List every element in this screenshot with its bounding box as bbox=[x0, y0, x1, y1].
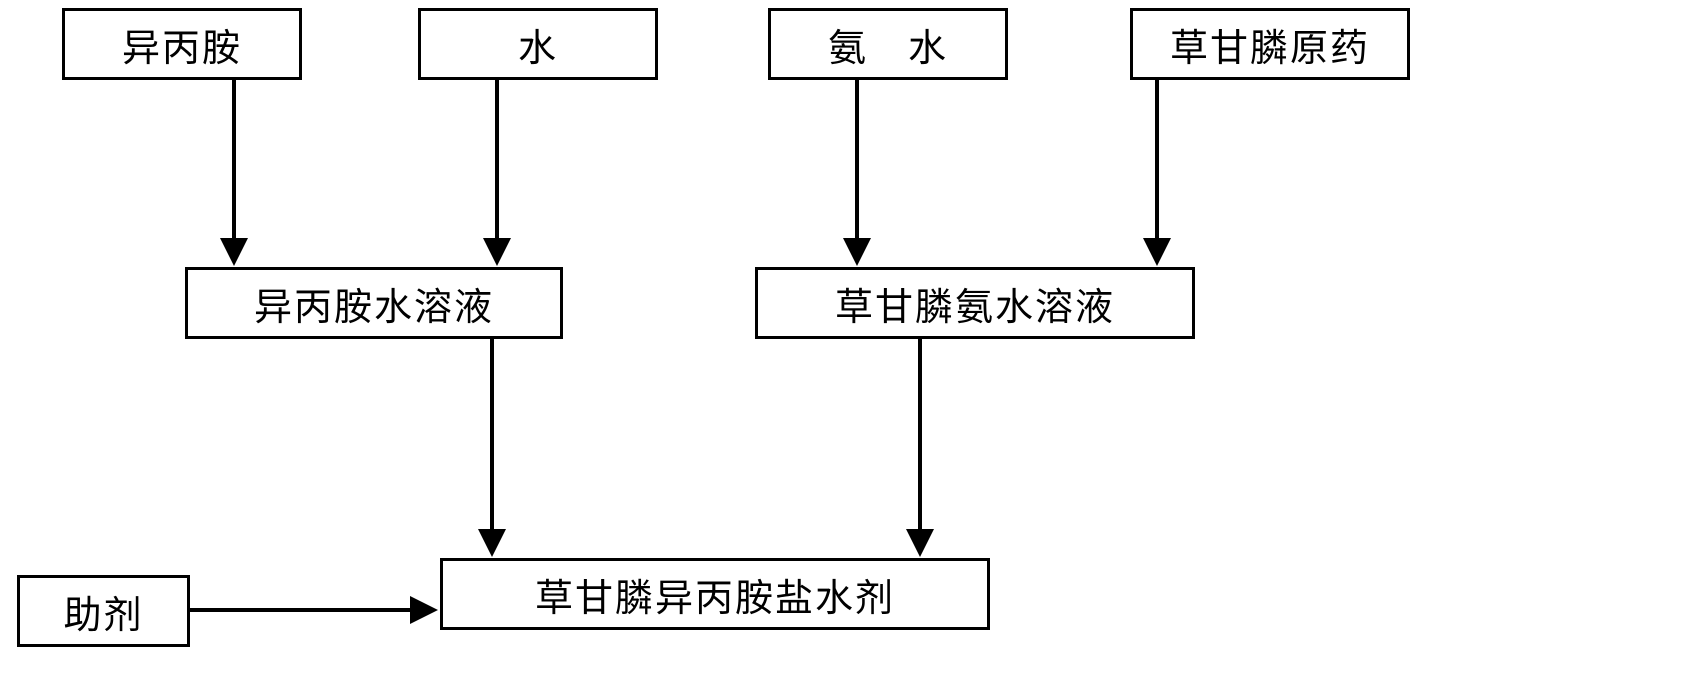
node-label: 草甘膦异丙胺盐水剂 bbox=[535, 567, 895, 622]
edge-n7-n8 bbox=[190, 608, 412, 612]
arrowhead-icon bbox=[1143, 238, 1171, 266]
node-label: 水 bbox=[518, 17, 558, 72]
edge-n3-n6 bbox=[855, 80, 859, 240]
node-water: 水 bbox=[418, 8, 658, 80]
node-isopropylamine: 异丙胺 bbox=[62, 8, 302, 80]
edge-n2-n5 bbox=[495, 80, 499, 240]
node-ipa-solution: 异丙胺水溶液 bbox=[185, 267, 563, 339]
node-label: 助剂 bbox=[63, 584, 143, 639]
arrowhead-icon bbox=[220, 238, 248, 266]
node-glyphosate-raw: 草甘膦原药 bbox=[1130, 8, 1410, 80]
arrowhead-icon bbox=[483, 238, 511, 266]
node-label: 草甘膦原药 bbox=[1170, 17, 1370, 72]
arrowhead-icon bbox=[478, 529, 506, 557]
arrowhead-icon bbox=[843, 238, 871, 266]
node-ammonia: 氨 水 bbox=[768, 8, 1008, 80]
node-product: 草甘膦异丙胺盐水剂 bbox=[440, 558, 990, 630]
node-label: 草甘膦氨水溶液 bbox=[835, 276, 1115, 331]
edge-n4-n6 bbox=[1155, 80, 1159, 240]
edge-n1-n5 bbox=[232, 80, 236, 240]
arrowhead-icon bbox=[410, 596, 438, 624]
node-label: 氨 水 bbox=[828, 17, 948, 72]
edge-n6-n8 bbox=[918, 339, 922, 531]
edge-n5-n8 bbox=[490, 339, 494, 531]
node-label: 异丙胺 bbox=[122, 17, 242, 72]
node-glyphosate-ammonia-solution: 草甘膦氨水溶液 bbox=[755, 267, 1195, 339]
arrowhead-icon bbox=[906, 529, 934, 557]
node-adjuvant: 助剂 bbox=[17, 575, 190, 647]
node-label: 异丙胺水溶液 bbox=[254, 276, 494, 331]
